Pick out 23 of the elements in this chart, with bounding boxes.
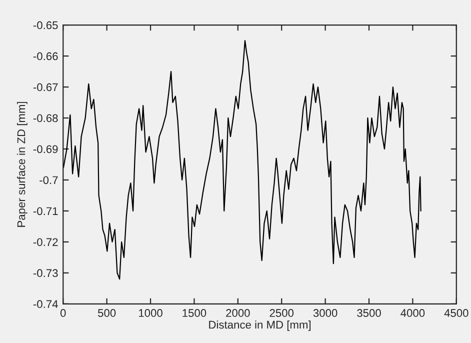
y-tick-label: -0.68 — [33, 114, 58, 122]
y-tick-label: -0.71 — [33, 207, 58, 216]
x-tick-label: 0 — [60, 309, 66, 317]
x-tick-label: 1500 — [182, 309, 206, 317]
y-tick-label: -0.73 — [33, 269, 58, 278]
x-tick-label: 2500 — [270, 309, 294, 317]
x-tick-label: 4000 — [400, 309, 425, 317]
x-tick-label: 4500 — [444, 309, 468, 317]
y-tick-label: -0.67 — [33, 83, 58, 92]
y-tick-label: -0.69 — [33, 145, 58, 154]
x-tick-label: 1000 — [139, 309, 162, 317]
x-tick-label: 3500 — [357, 309, 381, 317]
y-tick-label: -0.7 — [40, 176, 58, 184]
x-tick-label: 2000 — [226, 309, 250, 317]
y-tick-label: -0.74 — [33, 300, 58, 308]
y-tick-label: -0.65 — [33, 21, 58, 30]
y-tick-label: -0.66 — [33, 52, 58, 60]
y-axis-title: Paper surface in ZD [mm] — [17, 102, 28, 227]
y-tick-label: -0.72 — [33, 238, 58, 246]
line-series — [63, 40, 422, 280]
x-tick-label: 500 — [98, 309, 116, 317]
x-tick-label: 3000 — [313, 309, 338, 317]
x-axis-title: Distance in MD [mm] — [209, 320, 311, 331]
